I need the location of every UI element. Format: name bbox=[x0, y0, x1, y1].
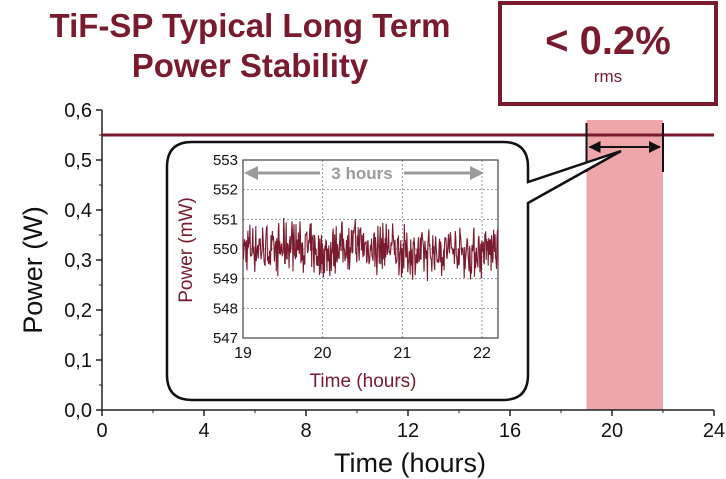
duration-arrowhead-left bbox=[244, 166, 258, 180]
range-arrowhead-left bbox=[588, 141, 601, 153]
y-tick-label: 0,1 bbox=[64, 350, 92, 372]
duration-arrowhead-right bbox=[470, 166, 484, 180]
y-tick-label: 0,5 bbox=[64, 150, 92, 172]
inset-series-noise bbox=[242, 217, 499, 282]
y-tick-label: 0,2 bbox=[64, 300, 92, 322]
inset-x-axis-label: Time (hours) bbox=[310, 371, 417, 392]
x-tick-label: 16 bbox=[499, 420, 521, 442]
rms-callout-box: < 0.2% rms bbox=[498, 1, 718, 106]
x-tick-label: 8 bbox=[300, 420, 311, 442]
x-tick-label: 4 bbox=[198, 420, 209, 442]
duration-annotation: 3 hours bbox=[331, 164, 392, 183]
inset-y-tick-label: 547 bbox=[213, 330, 238, 347]
x-axis-label: Time (hours) bbox=[334, 448, 486, 478]
inset-y-axis-label: Power (mW) bbox=[176, 197, 197, 303]
chart-title: TiF-SP Typical Long Term Power Stability bbox=[0, 6, 500, 86]
y-axis-label: Power (W) bbox=[18, 206, 48, 334]
y-tick-label: 0,6 bbox=[64, 100, 92, 122]
x-tick-label: 12 bbox=[397, 420, 419, 442]
inset-x-tick-label: 20 bbox=[314, 345, 332, 362]
title-line-1: TiF-SP Typical Long Term bbox=[49, 7, 451, 44]
x-tick-label: 0 bbox=[96, 420, 107, 442]
y-tick-label: 0,4 bbox=[64, 200, 92, 222]
x-tick-label: 20 bbox=[601, 420, 623, 442]
inset-x-tick-label: 22 bbox=[473, 345, 491, 362]
inset-y-tick-label: 548 bbox=[213, 300, 238, 317]
rms-unit: rms bbox=[593, 67, 623, 86]
inset-x-tick-label: 21 bbox=[393, 345, 411, 362]
inset-y-tick-label: 550 bbox=[213, 241, 238, 258]
rms-value: < 0.2% bbox=[545, 19, 671, 63]
inset-y-tick-label: 553 bbox=[213, 152, 238, 169]
range-arrowhead-right bbox=[649, 141, 661, 153]
y-tick-label: 0,3 bbox=[64, 250, 92, 272]
inset-x-tick-label: 19 bbox=[234, 345, 252, 362]
title-line-2: Power Stability bbox=[131, 47, 369, 84]
inset-y-tick-label: 552 bbox=[213, 182, 238, 199]
y-tick-label: 0,0 bbox=[64, 400, 92, 422]
x-tick-label: 24 bbox=[703, 420, 725, 442]
callout-balloon bbox=[165, 140, 622, 402]
highlight-band bbox=[586, 120, 663, 410]
inset-y-tick-label: 549 bbox=[213, 271, 238, 288]
inset-y-tick-label: 551 bbox=[213, 211, 238, 228]
